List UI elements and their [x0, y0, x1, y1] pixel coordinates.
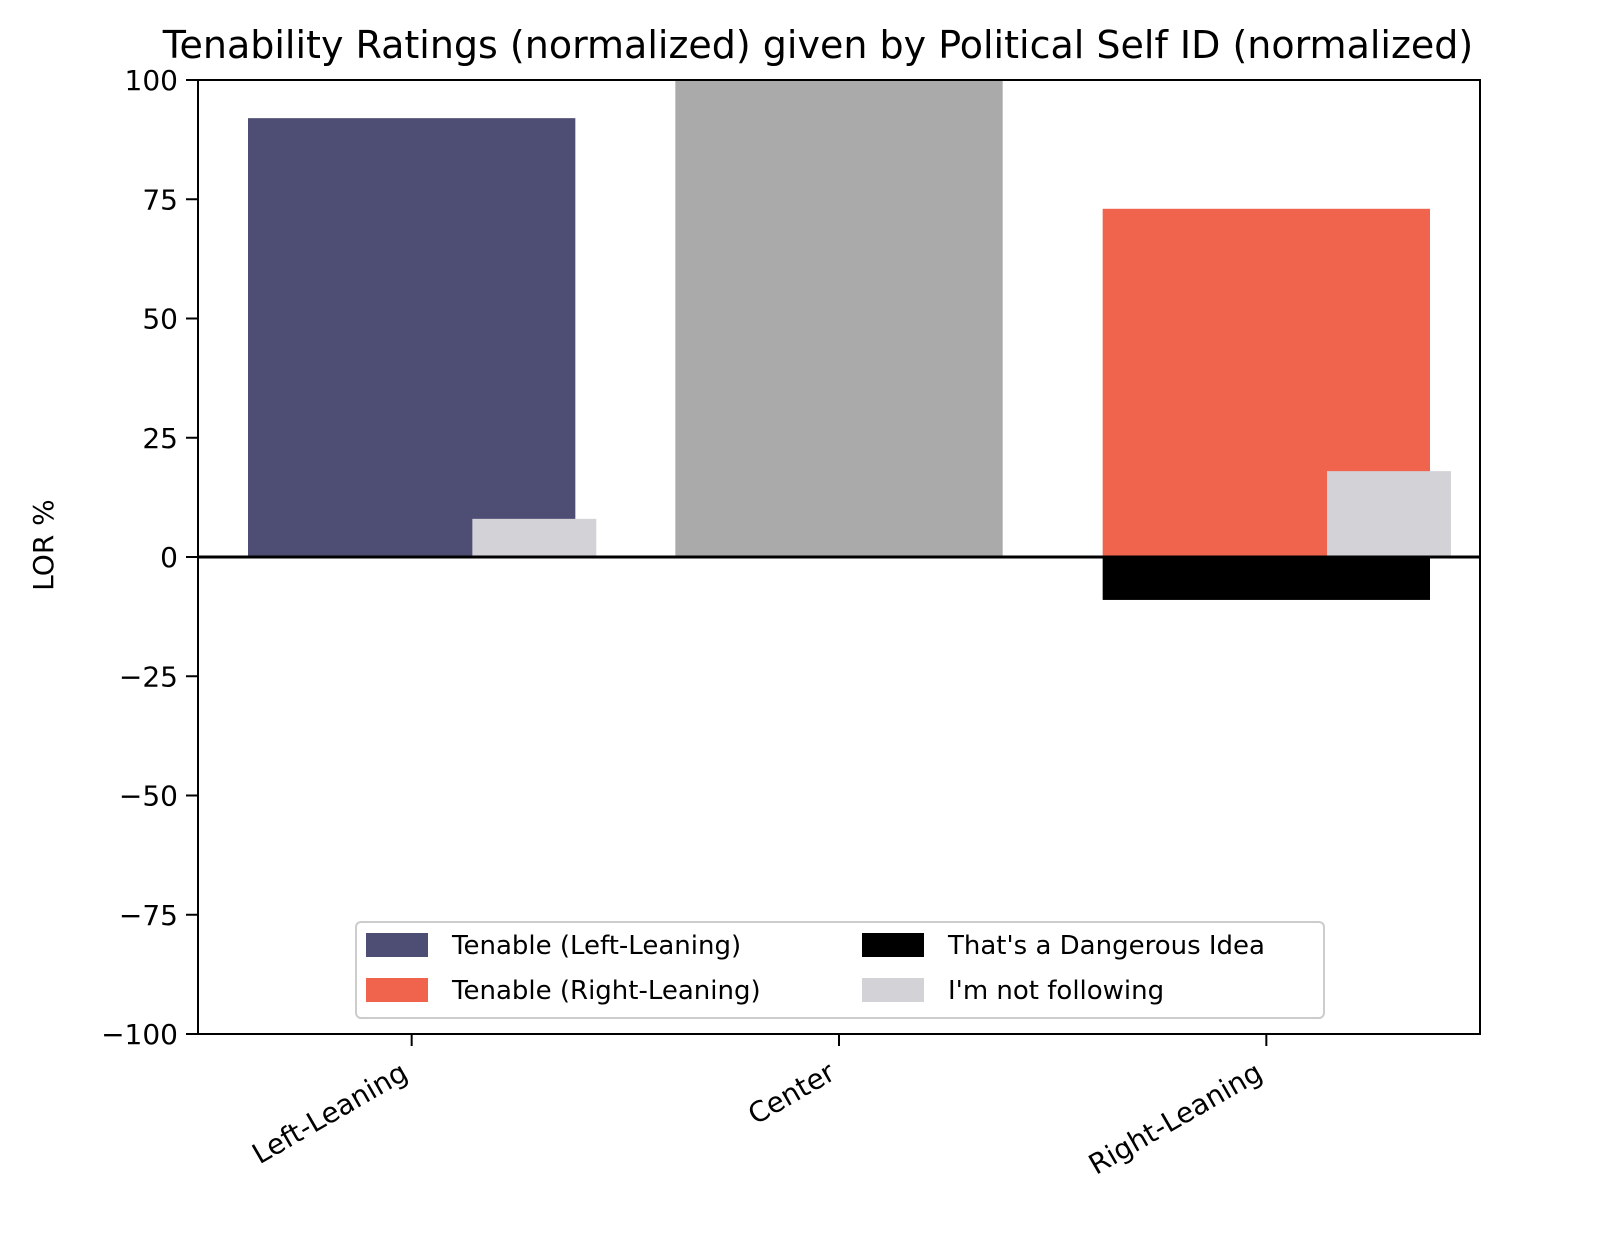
y-tick-label: −100 [101, 1018, 178, 1051]
legend-box [355, 921, 1325, 1019]
y-tick-label: −75 [119, 899, 178, 932]
legend-swatch [862, 933, 924, 957]
legend-label: Tenable (Right-Leaning) [451, 976, 761, 1006]
y-tick-label: −50 [119, 780, 178, 813]
bar-dangerous-right-leaning [1102, 557, 1431, 600]
legend-label: Tenable (Left-Leaning) [451, 931, 741, 961]
x-tick-label: Right-Leaning [1083, 1055, 1268, 1181]
y-axis: 100 75 50 25 0 −25 −50 −75 −100 [101, 64, 198, 1051]
legend-label: That's a Dangerous Idea [947, 931, 1265, 961]
bar-center-center [675, 80, 1003, 557]
x-axis: Left-Leaning Center Right-Leaning [247, 1034, 1268, 1181]
y-tick-label: 50 [142, 303, 178, 336]
legend-swatch [366, 933, 428, 957]
bar-not_following-right-leaning [1327, 471, 1451, 557]
y-axis-label: LOR % [27, 499, 60, 591]
y-tick-label: 0 [160, 541, 178, 574]
x-tick-label: Left-Leaning [247, 1055, 414, 1170]
chart-title: Tenability Ratings (normalized) given by… [162, 23, 1474, 67]
bar-tenable_left-left-leaning [247, 118, 576, 557]
bars-layer [247, 80, 1451, 600]
y-tick-label: 25 [142, 422, 178, 455]
legend-swatch [366, 978, 428, 1002]
legend-swatch [862, 978, 924, 1002]
x-tick-label: Center [742, 1055, 841, 1131]
legend-label: I'm not following [948, 976, 1164, 1006]
y-tick-label: 75 [142, 183, 178, 216]
y-tick-label: −25 [119, 660, 178, 693]
y-tick-label: 100 [125, 64, 178, 97]
legend: Tenable (Left-Leaning) Tenable (Right-Lea… [355, 921, 1325, 1019]
bar-not_following-left-leaning [472, 518, 597, 557]
